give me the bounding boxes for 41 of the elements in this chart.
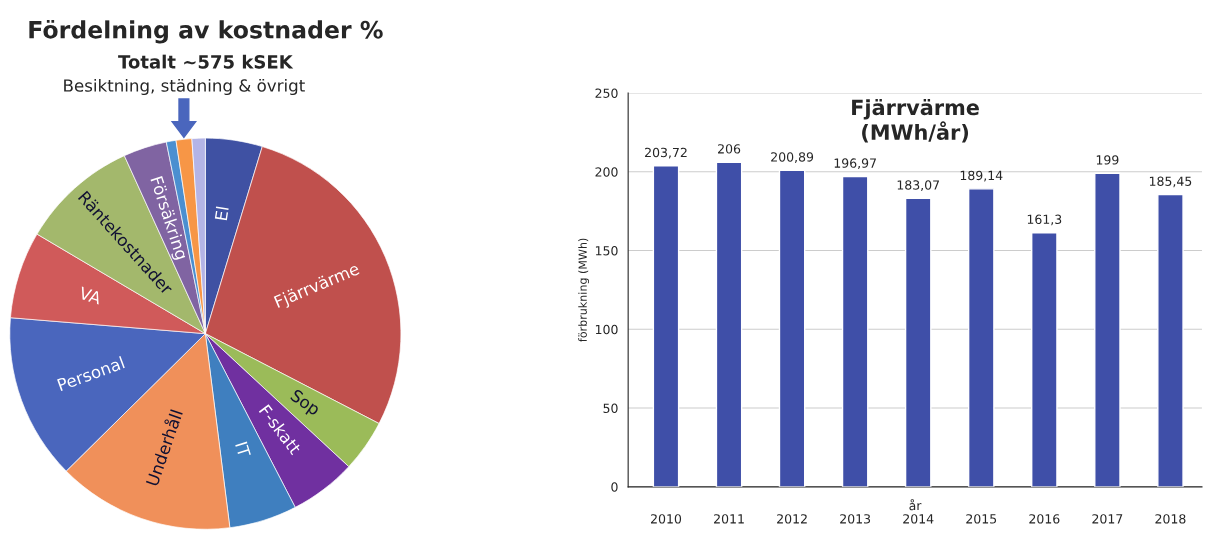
x-tick-label: 2015 [966, 514, 997, 524]
text: Besiktning, städning & övrigt [64, 78, 305, 96]
y-tick-label: 150 [595, 246, 618, 256]
x-tick-label: 2013 [840, 514, 871, 524]
data-label: 196,97 [834, 158, 876, 170]
y-tick-label: 100 [595, 324, 618, 335]
bar [904, 197, 932, 487]
data-label: 199 [1096, 155, 1119, 165]
y-tick-label: 250 [595, 88, 618, 98]
data-label: 203,72 [645, 147, 687, 159]
chart-subtitle: Totalt ~575 kSEK [118, 54, 294, 69]
x-tick-label: 2014 [903, 514, 934, 524]
x-tick-label: 2012 [777, 514, 807, 524]
bar [841, 175, 869, 487]
x-tick-label: 2016 [1029, 514, 1060, 524]
x-tick-label: 2011 [714, 514, 744, 524]
bar [652, 165, 680, 487]
chart-title: Fördelning av kostnader % [29, 20, 383, 44]
bar [1094, 172, 1121, 487]
text: Fjärrvärme (MWh/år) [852, 98, 979, 143]
y-axis-title: förbrukning (MWh) [578, 238, 590, 342]
x-tick-label: 2018 [1155, 514, 1186, 524]
bar [778, 169, 806, 487]
data-label: 183,07 [897, 180, 940, 191]
data-label: 206 [718, 144, 741, 154]
x-tick-label: 2010 [651, 514, 682, 524]
bar [967, 188, 995, 487]
y-tick-label: 0 [611, 482, 618, 492]
data-label: 200,89 [771, 152, 814, 163]
y-tick-label: 200 [595, 167, 618, 177]
data-label: 161,3 [1027, 214, 1062, 226]
slice-label: IT [235, 441, 251, 459]
data-label: 189,14 [960, 170, 1003, 182]
data-label: 185,45 [1149, 176, 1192, 188]
y-tick-label: 50 [603, 403, 618, 413]
x-axis-title: år [909, 499, 922, 511]
bar [1157, 193, 1184, 487]
slice-label: El [214, 206, 229, 221]
bar [715, 161, 743, 487]
bar [1031, 232, 1058, 487]
x-tick-label: 2017 [1092, 514, 1123, 524]
